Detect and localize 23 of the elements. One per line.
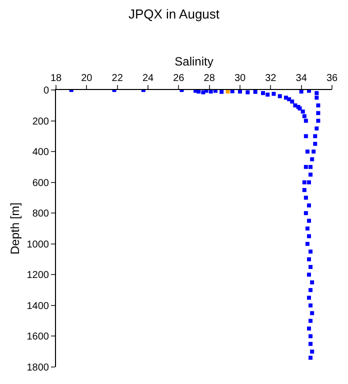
- y-tick-label: 600: [32, 178, 50, 189]
- y-tick-label: 0: [43, 86, 50, 96]
- y-tick-label: 400: [32, 147, 50, 158]
- y-tick-label: 1800: [26, 362, 50, 374]
- y-axis-title: Depth [m]: [8, 202, 22, 255]
- x-tick-label: 20: [81, 73, 93, 84]
- x-tick-label: 34: [296, 73, 308, 84]
- x-tick-label: 28: [204, 73, 216, 84]
- y-tick-label: 800: [32, 208, 50, 220]
- chart-title: JPQX in August: [128, 6, 220, 22]
- y-tick-label: 1600: [26, 332, 50, 343]
- x-tick-label: 18: [50, 73, 62, 84]
- x-tick-label: 32: [265, 73, 277, 84]
- y-tick-label: 1000: [26, 239, 50, 250]
- y-tick-label: 1400: [26, 300, 50, 312]
- x-tick-label: 24: [142, 73, 154, 84]
- x-axis-title: Salinity: [174, 54, 214, 68]
- x-tick-label: 26: [173, 73, 185, 84]
- y-tick-label: 1200: [26, 270, 50, 282]
- x-tick-label: 22: [112, 73, 124, 84]
- x-tick-label: 30: [234, 73, 246, 84]
- y-tick-label: 200: [32, 116, 50, 128]
- x-tick-label: 36: [326, 73, 338, 84]
